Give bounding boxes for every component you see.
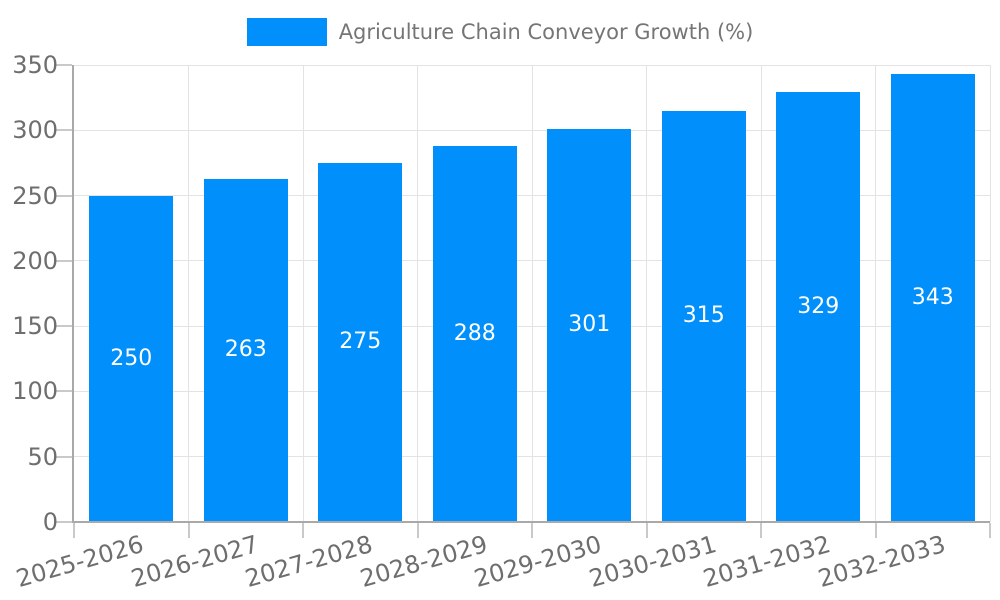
legend-label: Agriculture Chain Conveyor Growth (%) bbox=[338, 20, 754, 44]
bar[interactable] bbox=[661, 110, 746, 522]
bar-value-label: 250 bbox=[110, 345, 153, 371]
bar-value-label: 329 bbox=[797, 294, 840, 320]
v-gridline bbox=[760, 65, 762, 522]
bar[interactable] bbox=[547, 128, 632, 522]
x-axis-label: 2029-2030 bbox=[471, 530, 605, 593]
y-axis-label: 350 bbox=[12, 51, 58, 79]
bar-value-label: 315 bbox=[682, 303, 725, 329]
bar[interactable] bbox=[318, 162, 403, 522]
x-axis-label: 2032-2033 bbox=[814, 530, 949, 593]
x-axis-line bbox=[72, 521, 990, 523]
y-axis-tick bbox=[56, 259, 72, 262]
x-axis-label: 2028-2029 bbox=[356, 530, 491, 593]
x-axis-tick bbox=[73, 523, 75, 538]
bar[interactable] bbox=[203, 178, 288, 522]
bar-value-label: 263 bbox=[224, 337, 267, 363]
y-axis-label: 250 bbox=[12, 181, 58, 210]
bar[interactable] bbox=[432, 145, 517, 522]
y-axis-tick bbox=[56, 521, 72, 523]
y-axis-line bbox=[72, 65, 74, 522]
y-axis-tick bbox=[56, 390, 72, 393]
x-axis-tick bbox=[531, 523, 533, 538]
legend-swatch bbox=[246, 18, 327, 46]
y-axis-tick bbox=[56, 129, 72, 132]
v-gridline bbox=[531, 65, 533, 522]
bar-value-label: 343 bbox=[911, 285, 954, 311]
bar-value-label: 275 bbox=[339, 329, 382, 355]
x-axis-label: 2026-2027 bbox=[127, 530, 262, 593]
x-axis-label: 2031-2032 bbox=[700, 530, 834, 593]
y-axis-label: 150 bbox=[12, 312, 58, 341]
v-gridline bbox=[875, 65, 876, 522]
y-axis-tick bbox=[56, 325, 72, 328]
y-axis-label: 50 bbox=[27, 442, 58, 471]
x-axis-tick bbox=[874, 523, 877, 538]
bar-value-label: 288 bbox=[453, 320, 496, 346]
legend[interactable]: Agriculture Chain Conveyor Growth (%) bbox=[0, 18, 1000, 46]
y-axis-label: 300 bbox=[12, 116, 58, 145]
v-gridline bbox=[188, 65, 189, 522]
x-axis-tick bbox=[645, 523, 648, 538]
x-axis-label: 2027-2028 bbox=[242, 530, 376, 593]
x-axis-label: 2030-2031 bbox=[585, 530, 720, 593]
v-gridline bbox=[646, 65, 647, 522]
x-axis-tick bbox=[989, 523, 991, 538]
bar[interactable] bbox=[776, 92, 861, 522]
x-axis-label: 2025-2026 bbox=[13, 530, 147, 593]
x-axis-tick bbox=[416, 523, 419, 538]
y-axis-label: 0 bbox=[42, 508, 58, 536]
y-axis-tick bbox=[56, 455, 72, 458]
bar[interactable] bbox=[89, 195, 174, 522]
x-axis-tick bbox=[760, 523, 762, 538]
y-axis-label: 100 bbox=[12, 377, 58, 406]
v-gridline bbox=[989, 65, 991, 522]
x-axis-tick bbox=[187, 523, 190, 538]
y-axis-tick bbox=[56, 64, 72, 66]
bar[interactable] bbox=[890, 74, 975, 522]
x-axis-tick bbox=[302, 523, 304, 538]
y-axis-label: 200 bbox=[12, 246, 58, 275]
v-gridline bbox=[302, 65, 304, 522]
bar-value-label: 301 bbox=[568, 312, 611, 338]
v-gridline bbox=[417, 65, 418, 522]
y-axis-tick bbox=[56, 194, 72, 197]
